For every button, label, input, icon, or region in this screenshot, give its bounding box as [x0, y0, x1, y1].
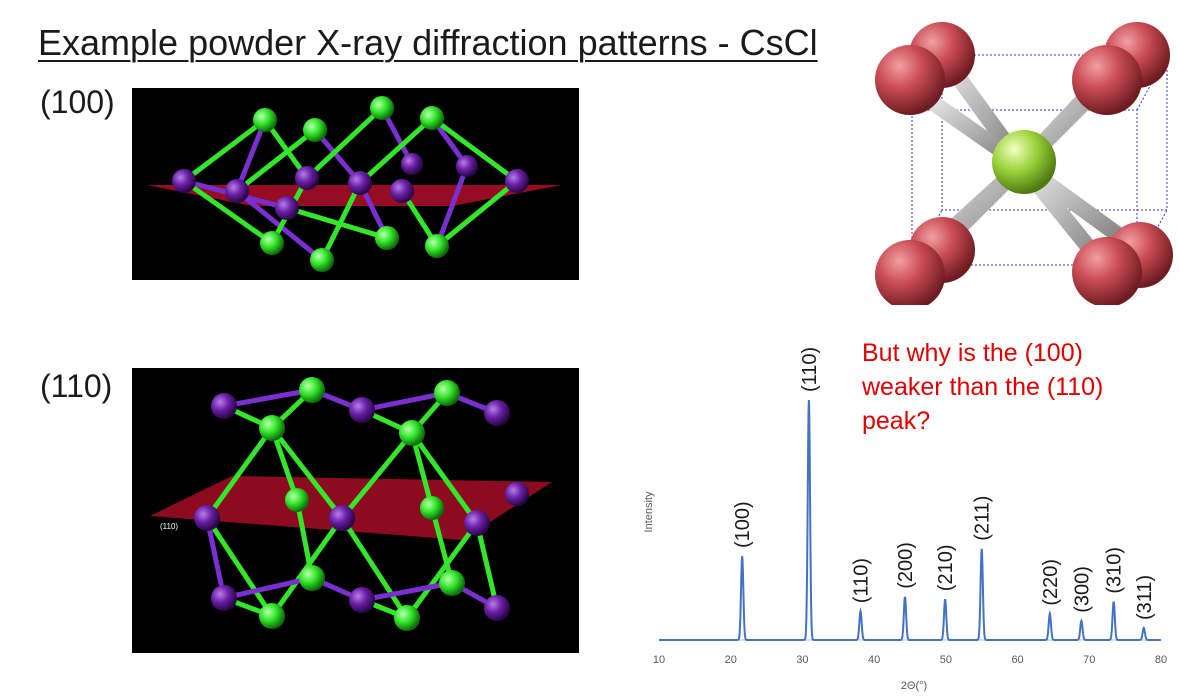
x-tick-labels: 10 20 30 40 50 60 70 80	[653, 654, 1167, 666]
question-text: But why is the (100) weaker than the (11…	[862, 336, 1103, 438]
peak-label: (300)	[1071, 566, 1093, 613]
plane-110-label: (110)	[40, 368, 113, 404]
x-tick-label: 60	[1011, 654, 1023, 666]
x-tick-label: 10	[653, 654, 665, 666]
question-line: peak?	[862, 407, 931, 435]
x-tick-label: 30	[796, 654, 808, 666]
question-line: But why is the (100)	[862, 339, 1083, 367]
x-tick-label: 50	[940, 654, 952, 666]
x-tick-label: 80	[1155, 654, 1167, 666]
peak-label: (310)	[1104, 547, 1126, 594]
cl-atoms	[259, 377, 465, 631]
crystal-100-image	[132, 88, 579, 280]
cs-atoms	[172, 153, 529, 220]
cl-atoms	[253, 96, 449, 272]
plane-110-inset-label: (110)	[160, 522, 178, 531]
peak-label: (211)	[972, 496, 994, 541]
peak-label: (110)	[799, 347, 821, 392]
cs-atoms	[194, 393, 529, 621]
peak-label: (200)	[895, 542, 917, 589]
y-axis-title: Intensity	[643, 491, 655, 532]
plane-100-label: (100)	[40, 84, 115, 120]
x-tick-label: 20	[725, 654, 737, 666]
peak-labels: (100) (110) (110) (200) (210) (211) (220) (300)…	[732, 347, 1156, 620]
cs-corner-atoms	[875, 22, 1173, 310]
peak-label: (110)	[851, 558, 873, 603]
peak-label: (100)	[732, 501, 754, 548]
peak-label: (210)	[935, 544, 957, 591]
cl-center-atom	[992, 130, 1056, 194]
cscl-unit-cell-image	[862, 10, 1177, 310]
crystal-110-image: (110)	[132, 368, 579, 653]
x-axis-title: 2Θ(°)	[901, 680, 927, 692]
x-tick-label: 70	[1083, 654, 1095, 666]
diffraction-trace	[659, 399, 1161, 641]
peak-label: (311)	[1134, 575, 1156, 620]
xrd-chart: 10 20 30 40 50 60 70 80 (100) (110) (110) (200) (21…	[643, 347, 1167, 692]
x-tick-label: 40	[868, 654, 880, 666]
question-line: weaker than the (110)	[862, 373, 1104, 401]
slide-title: Example powder X-ray diffraction pattern…	[38, 22, 818, 63]
peak-label: (220)	[1040, 559, 1062, 606]
